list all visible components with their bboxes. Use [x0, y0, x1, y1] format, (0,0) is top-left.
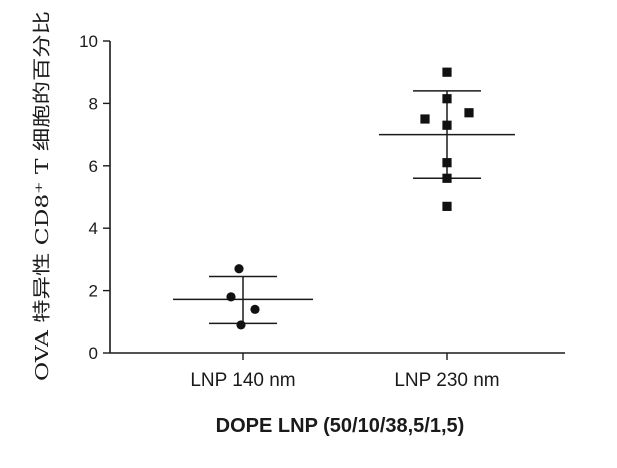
data-point-circle [226, 292, 235, 301]
data-point-square [442, 94, 451, 103]
data-point-square [464, 108, 473, 117]
data-point-square [442, 68, 451, 77]
y-axis-title: OVA 特异性 CD8⁺ T 细胞的百分比 [32, 11, 53, 381]
y-tick-label: 6 [89, 157, 98, 176]
data-point-circle [250, 305, 259, 314]
data-point-circle [234, 264, 243, 273]
data-point-square [420, 114, 429, 123]
y-tick-label: 10 [79, 32, 98, 51]
y-tick-label: 8 [89, 94, 98, 113]
x-axis-title: DOPE LNP (50/10/38,5/1,5) [216, 415, 465, 437]
plot-marks [173, 68, 515, 330]
y-tick-label: 4 [89, 219, 98, 238]
data-point-square [442, 202, 451, 211]
y-tick-label: 2 [89, 282, 98, 301]
data-point-square [442, 158, 451, 167]
data-point-circle [236, 320, 245, 329]
x-tick-label: LNP 230 nm [394, 370, 499, 391]
axes: 0 2 4 6 8 10 LNP 140 nm LNP 230 nm [79, 32, 565, 391]
x-tick-label: LNP 140 nm [190, 370, 295, 391]
data-point-square [442, 174, 451, 183]
data-point-square [442, 121, 451, 130]
y-tick-label: 0 [89, 344, 98, 363]
